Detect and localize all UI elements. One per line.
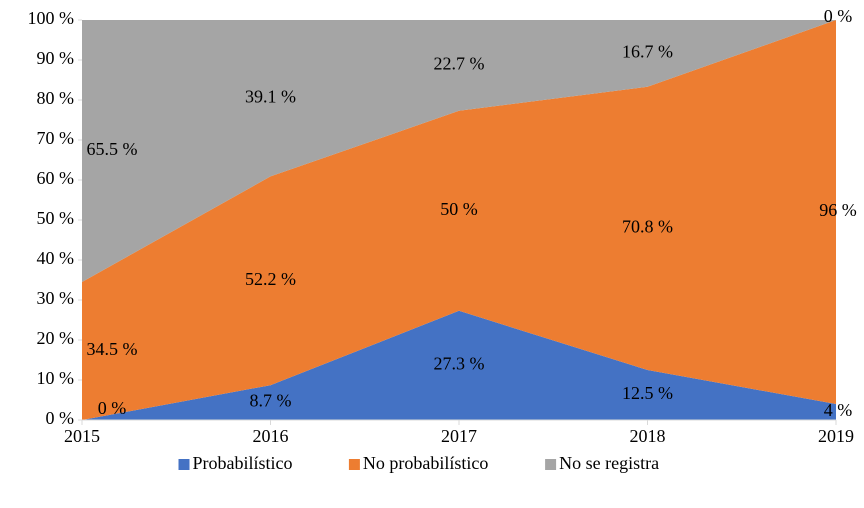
x-tick-label: 2016 [253,426,289,446]
y-tick-label: 80 % [37,88,75,108]
y-tick-label: 90 % [37,48,75,68]
y-tick-label: 100 % [28,8,75,28]
legend-swatch [348,459,360,470]
legend-label: No probabilístico [363,453,488,473]
y-tick-label: 20 % [37,328,75,348]
value-label: 8.7 % [250,391,292,411]
value-label: 70.8 % [622,217,673,237]
value-label: 50 % [440,199,478,219]
legend-label: No se registra [559,453,659,473]
x-tick-label: 2019 [818,426,854,446]
value-label: 12.5 % [622,383,673,403]
y-tick-label: 0 % [46,408,75,428]
value-label: 4 % [824,400,853,420]
area [82,310,836,420]
value-label: 52.2 % [245,269,296,289]
legend-label: Probabilístico [193,453,293,473]
value-label: 0 % [98,398,127,418]
y-tick-label: 30 % [37,288,75,308]
x-tick-label: 2018 [630,426,666,446]
x-tick-label: 2017 [441,426,477,446]
value-label: 22.7 % [434,54,485,74]
value-label: 96 % [819,200,857,220]
value-label: 16.7 % [622,42,673,62]
y-tick-label: 50 % [37,208,75,228]
x-tick-label: 2015 [64,426,100,446]
area [82,20,836,420]
legend-swatch [545,459,557,470]
y-tick-label: 70 % [37,128,75,148]
y-tick-label: 40 % [37,248,75,268]
value-label: 39.1 % [245,86,296,106]
value-label: 34.5 % [87,339,138,359]
legend-swatch [178,459,190,470]
y-tick-label: 10 % [37,368,75,388]
y-tick-label: 60 % [37,168,75,188]
value-label: 27.3 % [434,354,485,374]
area [82,20,836,282]
value-label: 65.5 % [87,139,138,159]
value-label: 0 % [824,6,853,26]
